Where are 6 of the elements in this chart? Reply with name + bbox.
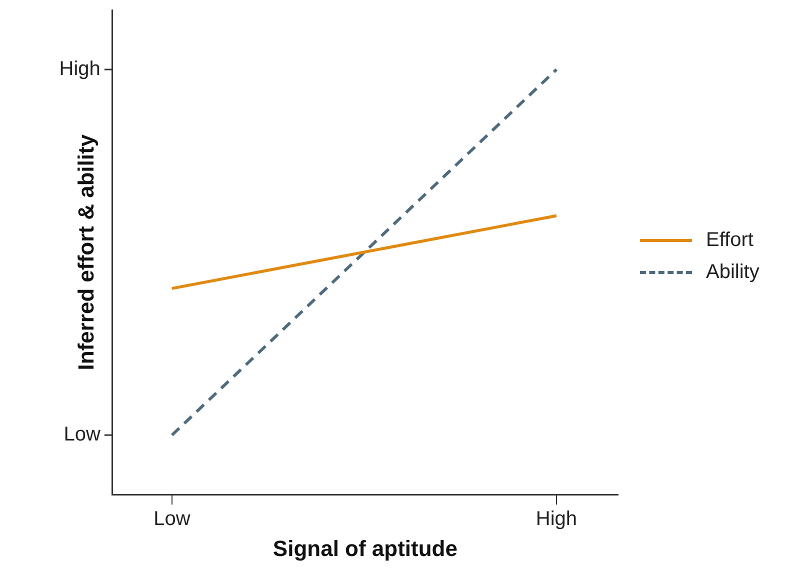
legend-label: Ability	[706, 260, 760, 284]
x-axis-title: Signal of aptitude	[272, 536, 458, 561]
legend-label: Effort	[706, 228, 754, 252]
text: Low	[64, 424, 101, 446]
y-axis-title: Inferred effort & ability	[73, 134, 98, 370]
text: High	[59, 58, 100, 80]
